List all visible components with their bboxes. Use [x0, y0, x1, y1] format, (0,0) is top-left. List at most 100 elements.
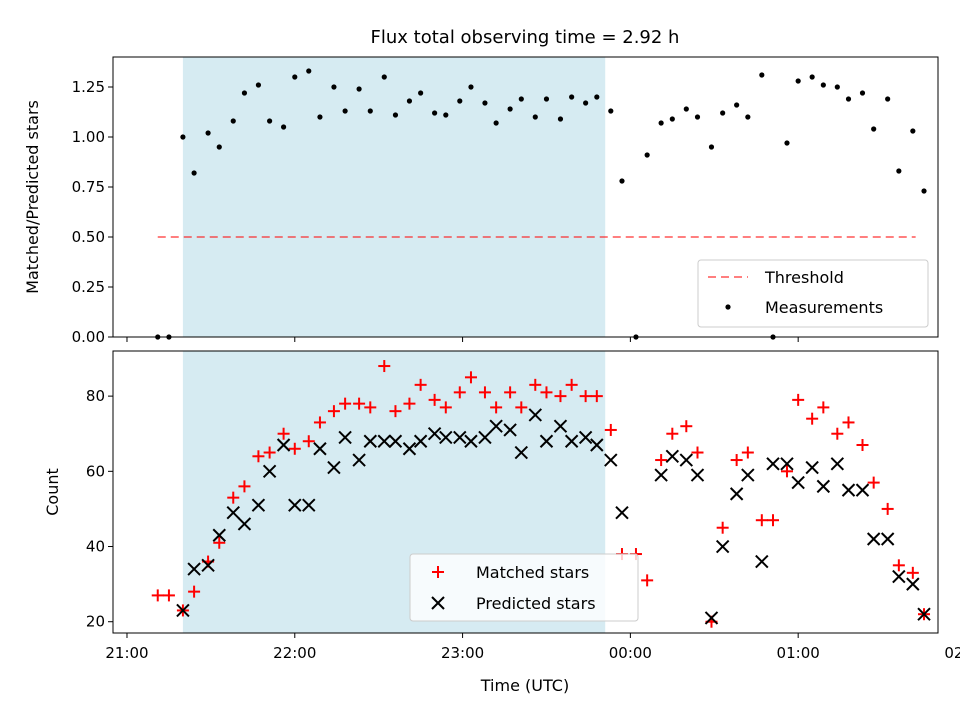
- predicted-star-point: [313, 442, 327, 456]
- measurement-point: [317, 114, 323, 120]
- predicted-star-point: [427, 427, 442, 441]
- matched-star-point: [252, 450, 265, 463]
- predicted-star-point: [880, 532, 895, 546]
- matched-star-point: [453, 386, 466, 399]
- measurement-point: [543, 96, 550, 102]
- measurement-point: [608, 108, 614, 114]
- matched-star-point: [730, 454, 743, 467]
- measurement-point: [834, 84, 840, 90]
- x-tick-label: 01:00: [777, 644, 820, 662]
- predicted-star-point: [338, 430, 352, 445]
- measurement-point: [644, 152, 650, 158]
- measurement-point: [518, 96, 524, 102]
- matched-star-point: [464, 371, 477, 384]
- figure-title: Flux total observing time = 2.92 h: [371, 27, 680, 48]
- matched-star-point: [755, 514, 768, 527]
- measurement-point: [507, 106, 513, 112]
- predicted-star-point: [388, 434, 403, 448]
- matched-star-point: [680, 420, 693, 433]
- measurement-point: [331, 84, 337, 90]
- matched-star-point: [867, 476, 880, 489]
- measurement-point: [745, 114, 751, 120]
- predicted-star-point: [212, 528, 226, 542]
- predicted-star-point: [755, 554, 769, 569]
- matched-star-point: [842, 416, 855, 429]
- legend-box: [409, 553, 639, 622]
- predicted-star-point: [363, 434, 377, 448]
- matched-star-point: [288, 442, 301, 455]
- measurement-point: [468, 84, 474, 90]
- measurement-point: [734, 102, 740, 108]
- matched-star-point: [655, 454, 668, 467]
- count-x-axis: 21:00 22:00 23:00 00:00 01:00 02:00: [105, 633, 960, 662]
- measurement-point: [820, 82, 826, 88]
- matched-star-point: [238, 480, 251, 493]
- matched-star-point: [213, 536, 226, 549]
- matched-star-point: [188, 585, 201, 598]
- predicted-star-point: [841, 483, 856, 497]
- matched-star-point: [364, 401, 377, 414]
- matched-legend-swatch: [432, 566, 444, 578]
- predicted-star-point: [679, 453, 694, 467]
- predicted-star-point: [615, 505, 629, 520]
- matched-star-point: [529, 378, 542, 391]
- matched-star-point: [806, 412, 819, 425]
- measurement-point: [457, 98, 463, 104]
- matched-star-point: [414, 378, 427, 391]
- y-tick-label: 40: [86, 538, 105, 556]
- matched-star-point: [353, 397, 366, 410]
- measurement-point: [443, 112, 449, 118]
- matched-legend-label: Matched stars: [476, 563, 589, 582]
- predicted-star-point: [816, 479, 831, 494]
- matched-star-point: [515, 401, 528, 414]
- measurement-point: [557, 116, 564, 122]
- matched-star-point: [151, 589, 164, 602]
- measurement-point: [845, 96, 852, 102]
- observing-window-shade: [182, 57, 606, 337]
- measurement-point: [708, 144, 715, 150]
- measurement-point: [809, 74, 815, 80]
- predicted-star-point: [690, 468, 705, 482]
- measurement-point: [216, 144, 222, 150]
- measurement-point: [795, 78, 801, 84]
- y-tick-label: 0.50: [72, 228, 105, 246]
- measurement-point: [205, 130, 211, 136]
- matched-star-point: [590, 390, 603, 403]
- predicted-star-point: [704, 611, 719, 625]
- measurement-point: [683, 106, 689, 112]
- measurement-point: [871, 126, 877, 132]
- ratio-y-axis: 0.00 0.25 0.50 0.75 1.00 1.25: [72, 78, 113, 346]
- measurement-point: [658, 120, 664, 126]
- matched-star-point: [565, 378, 578, 391]
- predicted-star-point: [478, 430, 492, 445]
- measurement-point: [583, 100, 589, 106]
- measurement-point: [381, 74, 387, 80]
- matched-star-point: [554, 390, 567, 403]
- predicted-star-point: [780, 457, 794, 471]
- measurement-point: [180, 134, 186, 140]
- measurement-points: [155, 68, 927, 340]
- matched-star-point: [741, 446, 754, 459]
- predicted-star-point: [453, 430, 467, 445]
- matched-star-point: [263, 446, 276, 459]
- predicted-star-point: [917, 607, 931, 621]
- matched-star-point: [227, 491, 240, 504]
- matched-star-point: [313, 416, 326, 429]
- predicted-star-point: [741, 468, 755, 482]
- predicted-star-point: [176, 603, 190, 618]
- x-tick-label: 02:00: [944, 644, 960, 662]
- predicted-star-point: [715, 539, 730, 554]
- measurement-point: [694, 114, 701, 120]
- ratio-legend: Threshold Measurements: [697, 259, 929, 328]
- predicted-star-point: [503, 423, 517, 437]
- x-tick-label: 00:00: [609, 644, 652, 662]
- count-legend: Matched stars Predicted stars: [409, 553, 639, 622]
- matched-star-point: [666, 427, 679, 440]
- x-tick-label: 22:00: [273, 644, 316, 662]
- measurement-point: [669, 116, 675, 122]
- count-y-axis-label: Count: [43, 468, 62, 516]
- predicted-star-point: [352, 453, 366, 467]
- matched-star-point: [162, 589, 175, 602]
- measurement-point: [367, 108, 373, 114]
